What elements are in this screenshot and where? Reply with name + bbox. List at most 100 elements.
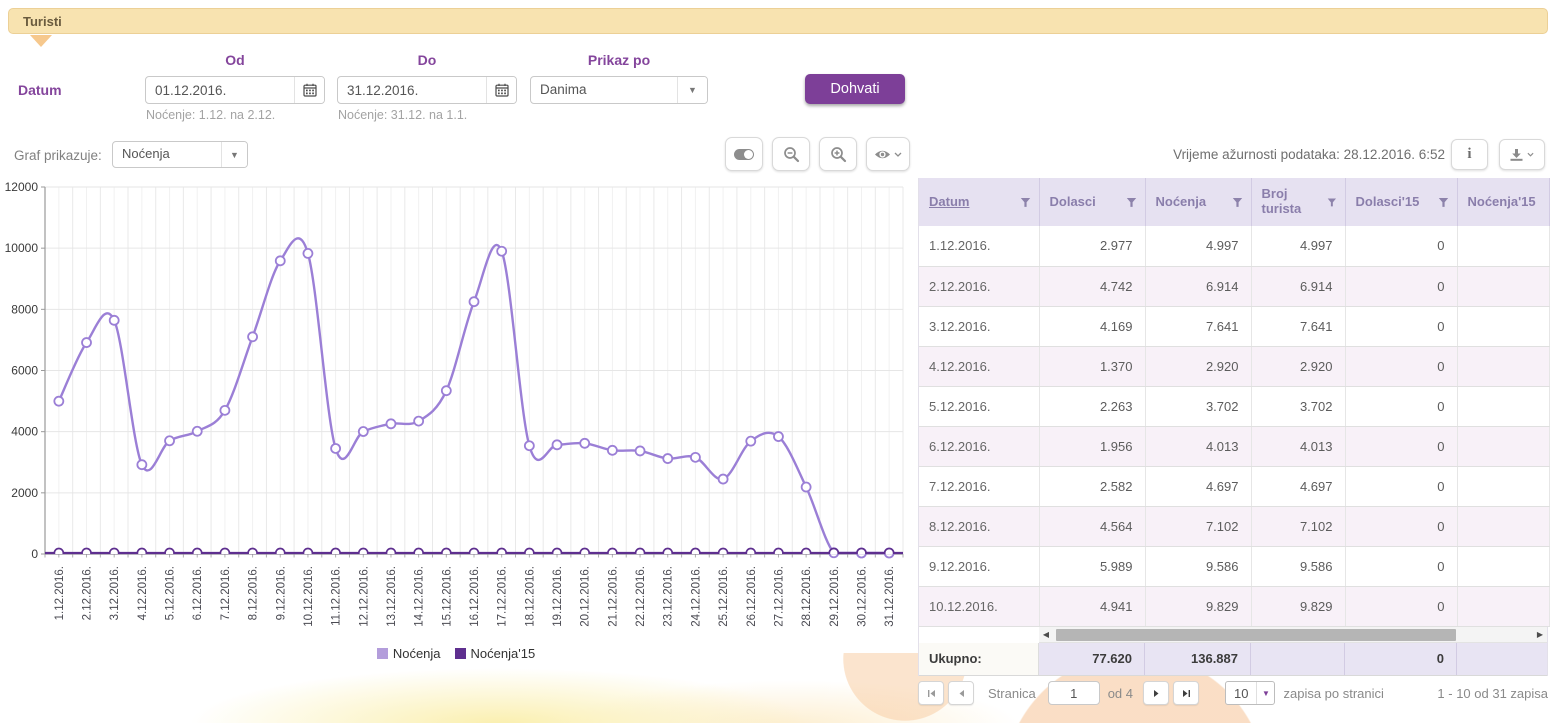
column-header-3[interactable]: Noćenja <box>1145 178 1251 226</box>
svg-text:18.12.2016.: 18.12.2016. <box>524 566 536 627</box>
zoom-out-icon <box>783 146 800 163</box>
table-row[interactable]: 9.12.2016.5.9899.5869.5860 <box>919 546 1549 586</box>
cell-value: 9.586 <box>1251 546 1345 586</box>
cell-date: 6.12.2016. <box>919 426 1039 466</box>
data-updated-text: Vrijeme ažurnosti podataka: 28.12.2016. … <box>1173 147 1445 162</box>
table-row[interactable]: 7.12.2016.2.5824.6974.6970 <box>919 466 1549 506</box>
chevron-down-icon <box>1527 152 1534 157</box>
scroll-right-icon[interactable]: ▶ <box>1533 627 1547 643</box>
cell-value <box>1457 266 1549 306</box>
export-button[interactable] <box>1499 139 1545 170</box>
svg-text:12.12.2016.: 12.12.2016. <box>358 566 370 627</box>
cell-value: 1.370 <box>1039 346 1145 386</box>
scroll-left-icon[interactable]: ◀ <box>1039 627 1053 643</box>
table-row[interactable]: 3.12.2016.4.1697.6417.6410 <box>919 306 1549 346</box>
total-dolasci15: 0 <box>1345 643 1457 675</box>
legend-item-nocenja[interactable]: Noćenja <box>377 646 441 661</box>
cell-value: 0 <box>1345 506 1457 546</box>
date-from-field[interactable] <box>145 76 325 104</box>
page-count-label: od 4 <box>1108 686 1133 701</box>
cell-value: 9.586 <box>1145 546 1251 586</box>
table-row[interactable]: 10.12.2016.4.9419.8299.8290 <box>919 586 1549 626</box>
horizontal-scrollbar[interactable]: ◀ ▶ <box>1039 627 1547 643</box>
legend-label: Noćenja <box>393 646 441 661</box>
total-dolasci: 77.620 <box>1039 643 1145 675</box>
filter-funnel-icon[interactable] <box>1327 197 1337 208</box>
prikaz-po-select[interactable]: Danima ▼ <box>530 76 708 104</box>
table-row[interactable]: 5.12.2016.2.2633.7023.7020 <box>919 386 1549 426</box>
total-row: Ukupno: 77.620 136.887 0 <box>919 643 1547 676</box>
date-to-field[interactable] <box>337 76 517 104</box>
record-range-label: 1 - 10 od 31 zapisa <box>1437 686 1548 701</box>
table-row[interactable]: 2.12.2016.4.7426.9146.9140 <box>919 266 1549 306</box>
cell-value: 6.914 <box>1145 266 1251 306</box>
calendar-icon[interactable] <box>486 77 516 103</box>
info-button[interactable]: i <box>1451 139 1488 170</box>
pagination: Stranica od 4 10 ▼ zapisa po stranici 1 … <box>918 680 1548 706</box>
cell-value: 0 <box>1345 466 1457 506</box>
column-header-2[interactable]: Dolasci <box>1039 178 1145 226</box>
cell-value: 0 <box>1345 226 1457 266</box>
prev-page-button[interactable] <box>948 681 974 705</box>
date-to-input[interactable] <box>338 77 486 103</box>
last-page-button[interactable] <box>1173 681 1199 705</box>
svg-text:28.12.2016.: 28.12.2016. <box>801 566 813 627</box>
zoom-out-button[interactable] <box>772 137 810 171</box>
app: Turisti Od Do Prikaz po Datum Danima ▼ N… <box>0 0 1556 723</box>
date-from-input[interactable] <box>146 77 294 103</box>
column-label: Noćenja <box>1156 195 1207 210</box>
column-label: Datum <box>929 195 969 210</box>
legend-item-nocenja15[interactable]: Noćenja'15 <box>455 646 536 661</box>
svg-text:7.12.2016.: 7.12.2016. <box>220 566 232 620</box>
toggle-series-button[interactable] <box>725 137 763 171</box>
filter-funnel-icon[interactable] <box>1126 197 1137 208</box>
chevron-down-icon[interactable]: ▼ <box>221 142 247 167</box>
cell-value <box>1457 226 1549 266</box>
dohvati-button[interactable]: Dohvati <box>805 74 905 104</box>
chevron-down-icon[interactable]: ▼ <box>677 77 707 103</box>
toggle-icon <box>734 149 754 160</box>
table-row[interactable]: 4.12.2016.1.3702.9202.9200 <box>919 346 1549 386</box>
svg-text:11.12.2016.: 11.12.2016. <box>331 566 343 626</box>
filter-funnel-icon[interactable] <box>1232 197 1243 208</box>
chevron-down-icon <box>894 152 902 157</box>
tab-turisti[interactable]: Turisti <box>8 8 1548 34</box>
page-size-select[interactable]: 10 ▼ <box>1225 681 1275 705</box>
cell-value: 4.941 <box>1039 586 1145 626</box>
total-label: Ukupno: <box>919 643 1039 675</box>
column-header-6[interactable]: Noćenja'15 <box>1457 178 1549 226</box>
tab-pointer <box>30 35 52 47</box>
filter-funnel-icon[interactable] <box>1438 197 1449 208</box>
column-header-4[interactable]: Broj turista <box>1251 178 1345 226</box>
cell-date: 9.12.2016. <box>919 546 1039 586</box>
scrollbar-thumb[interactable] <box>1056 629 1456 641</box>
visibility-menu-button[interactable] <box>866 137 910 171</box>
cell-value: 4.013 <box>1145 426 1251 466</box>
cell-date: 1.12.2016. <box>919 226 1039 266</box>
cell-value: 7.641 <box>1251 306 1345 346</box>
graf-series-select[interactable]: Noćenja ▼ <box>112 141 248 168</box>
svg-text:30.12.2016.: 30.12.2016. <box>856 566 868 627</box>
cell-value: 5.989 <box>1039 546 1145 586</box>
cell-value <box>1457 586 1549 626</box>
column-header-5[interactable]: Dolasci'15 <box>1345 178 1457 226</box>
zoom-in-button[interactable] <box>819 137 857 171</box>
column-header-1[interactable]: Datum <box>919 178 1039 226</box>
page-number-input[interactable] <box>1048 681 1100 705</box>
page-label: Stranica <box>988 686 1036 701</box>
cell-value: 3.702 <box>1145 386 1251 426</box>
first-page-button[interactable] <box>918 681 944 705</box>
svg-text:12000: 12000 <box>5 180 39 194</box>
next-page-button[interactable] <box>1143 681 1169 705</box>
cell-value: 4.697 <box>1251 466 1345 506</box>
filter-funnel-icon[interactable] <box>1020 197 1031 208</box>
zoom-in-icon <box>830 146 847 163</box>
calendar-icon[interactable] <box>294 77 324 103</box>
table-row[interactable]: 6.12.2016.1.9564.0134.0130 <box>919 426 1549 466</box>
table-row[interactable]: 1.12.2016.2.9774.9974.9970 <box>919 226 1549 266</box>
table-row[interactable]: 8.12.2016.4.5647.1027.1020 <box>919 506 1549 546</box>
cell-value: 4.564 <box>1039 506 1145 546</box>
cell-value: 2.263 <box>1039 386 1145 426</box>
cell-value <box>1457 426 1549 466</box>
cell-date: 3.12.2016. <box>919 306 1039 346</box>
